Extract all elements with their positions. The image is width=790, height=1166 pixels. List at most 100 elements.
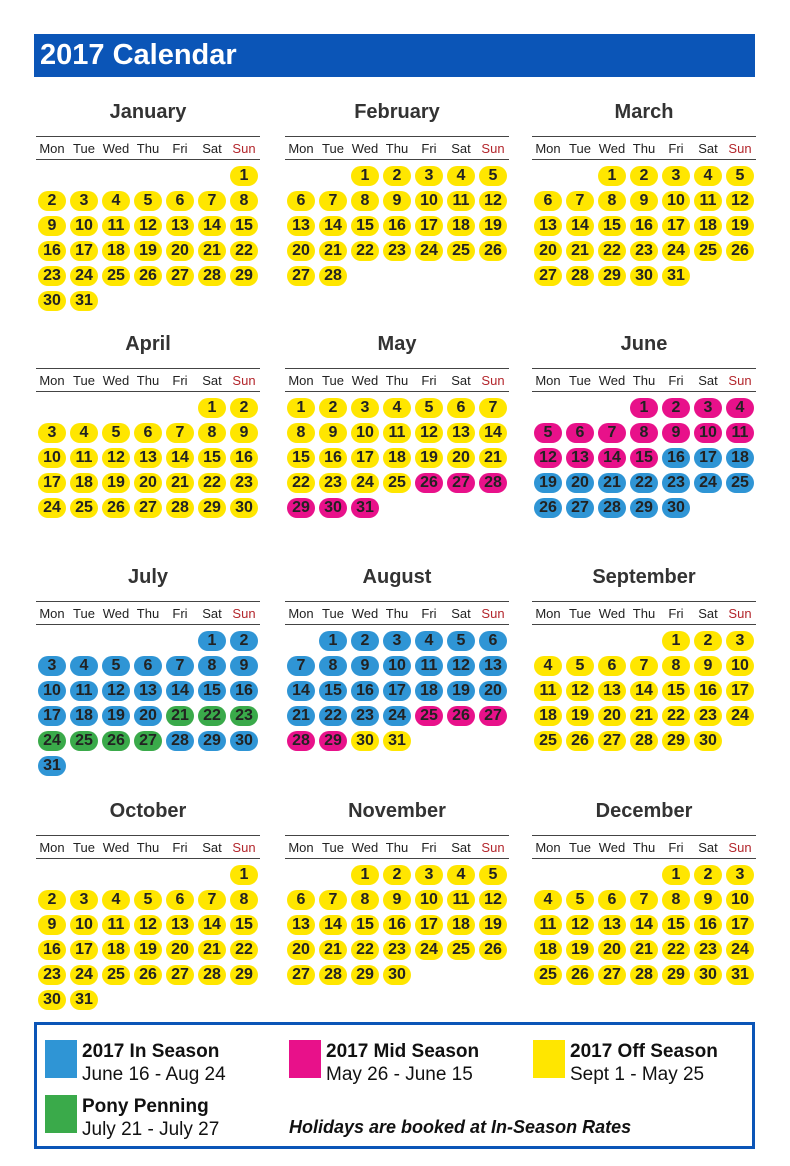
day-cell: 26 [724,238,756,263]
day-cell: 17 [381,678,413,703]
day-cell: 30 [317,495,349,520]
day-number: 8 [230,889,258,910]
weekday-label: Mon [288,839,314,855]
day-number: 9 [351,655,379,676]
day-number: 27 [134,730,162,751]
day-cell: 14 [196,912,228,937]
day-cell: 23 [228,470,260,495]
day-cell: 15 [196,678,228,703]
day-number: 18 [102,240,130,261]
weekday-label: Tue [569,140,591,156]
day-cell: 12 [564,678,596,703]
day-number: 29 [230,265,258,286]
day-number: 16 [383,914,411,935]
day-number: 20 [134,705,162,726]
month-february: February Mon Tue Wed Thu Fri Sat Sun 1 2 3 4 5 6 7 8 9 10… [285,98,509,288]
day-number: 4 [726,397,754,418]
day-number: 13 [166,215,194,236]
day-number: 25 [534,730,562,751]
day-grid: 1 2 3 4 5 6 7 8 9 10 11 12 13 14 15 16 17 18 19 20 21 22 23 24 2… [285,862,509,987]
day-number: 18 [726,447,754,468]
day-cell: 11 [532,678,564,703]
day-number: 12 [566,680,594,701]
day-number: 29 [287,497,315,518]
day-number: 17 [38,705,66,726]
day-number: 26 [479,939,507,960]
empty-cell [36,395,68,420]
day-number: 23 [662,472,690,493]
month-name: February [354,101,440,123]
day-cell: 20 [132,703,164,728]
day-number: 22 [198,472,226,493]
day-number: 20 [166,939,194,960]
day-cell: 18 [724,445,756,470]
day-cell: 23 [381,238,413,263]
day-cell: 22 [660,703,692,728]
day-number: 13 [287,215,315,236]
day-number: 27 [134,497,162,518]
day-cell: 25 [100,263,132,288]
day-cell: 19 [532,470,564,495]
day-cell: 19 [100,703,132,728]
day-number: 12 [134,215,162,236]
day-number: 2 [662,397,690,418]
day-cell: 30 [36,987,68,1012]
weekday-header: Mon Tue Wed Thu Fri Sat Sun [285,136,509,160]
day-cell: 5 [445,628,477,653]
day-cell: 18 [445,912,477,937]
legend-pony-penning-swatch [45,1095,77,1133]
day-number: 15 [662,914,690,935]
weekday-label: Fri [421,372,437,388]
day-cell: 10 [68,912,100,937]
day-cell: 25 [100,962,132,987]
day-number: 1 [230,165,258,186]
day-number: 23 [230,472,258,493]
empty-cell [100,862,132,887]
day-grid: 1 2 3 4 5 6 7 8 9 10 11 12 13 14 15 16 17 18 19 20 21 22 23 24 2… [532,862,756,987]
weekday-label: Thu [385,140,409,156]
day-number: 24 [383,705,411,726]
day-cell: 11 [68,678,100,703]
day-number: 28 [630,964,658,985]
day-cell: 13 [532,213,564,238]
day-cell: 3 [68,188,100,213]
legend-mid-season: 2017 Mid Season May 26 - June 15 [289,1040,479,1086]
day-cell: 2 [381,862,413,887]
day-grid: 1 2 3 4 5 6 7 8 9 10 11 12 13 14 15 16 17 18 19 20 21 22 23 24 2… [532,395,756,520]
day-cell: 15 [628,445,660,470]
day-number: 13 [134,680,162,701]
weekday-header: Mon Tue Wed Thu Fri Sat Sun [36,136,260,160]
weekday-header: Mon Tue Wed Thu Fri Sat Sun [36,368,260,392]
day-number: 29 [662,964,690,985]
day-cell: 21 [285,703,317,728]
weekday-label: Sun [728,605,752,621]
day-number: 20 [534,240,562,261]
day-number: 25 [447,939,475,960]
day-cell: 30 [228,728,260,753]
day-number: 18 [534,939,562,960]
day-number: 17 [726,914,754,935]
day-cell: 9 [228,653,260,678]
weekday-label: Wed [598,372,626,388]
day-cell: 4 [413,628,445,653]
day-number: 18 [70,472,98,493]
day-cell: 2 [381,163,413,188]
day-cell: 22 [349,238,381,263]
day-number: 19 [102,472,130,493]
empty-cell [100,163,132,188]
day-cell: 10 [724,653,756,678]
day-number: 26 [134,964,162,985]
day-number: 14 [630,680,658,701]
day-number: 1 [198,630,226,651]
day-cell: 9 [228,420,260,445]
day-cell: 2 [349,628,381,653]
day-cell: 18 [413,678,445,703]
day-grid: 1 2 3 4 5 6 7 8 9 10 11 12 13 14 15 16 17 18 19 20 21 22 23 24 2… [285,395,509,520]
empty-cell [164,628,196,653]
day-number: 2 [38,190,66,211]
day-number: 10 [70,914,98,935]
day-cell: 5 [477,163,509,188]
day-cell: 6 [596,653,628,678]
empty-cell [564,395,596,420]
day-cell: 23 [349,703,381,728]
